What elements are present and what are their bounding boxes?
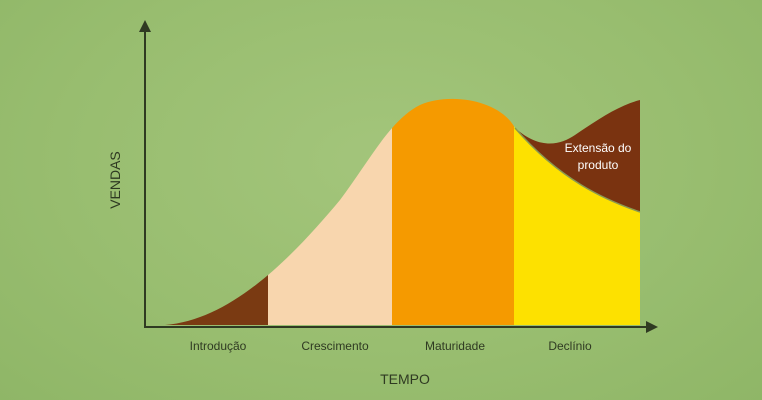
extension-label-line2: produto [578,158,619,172]
stage-bands [165,98,640,325]
y-axis-title: VENDAS [107,151,123,209]
stage-band-growth [268,98,392,325]
extension-area [515,100,640,212]
stage-label-growth: Crescimento [301,339,369,353]
stage-label-maturity: Maturidade [425,339,485,353]
stage-band-maturity [392,98,514,325]
stage-label-decline: Declínio [548,339,592,353]
stage-band-introduction [165,98,268,325]
x-axis-title: TEMPO [380,371,430,387]
extension-label-line1: Extensão do [565,141,632,155]
x-axis-arrow [646,321,658,333]
stage-label-introduction: Introdução [190,339,247,353]
y-axis-arrow [139,20,151,32]
decline-curve-edge [514,127,641,213]
